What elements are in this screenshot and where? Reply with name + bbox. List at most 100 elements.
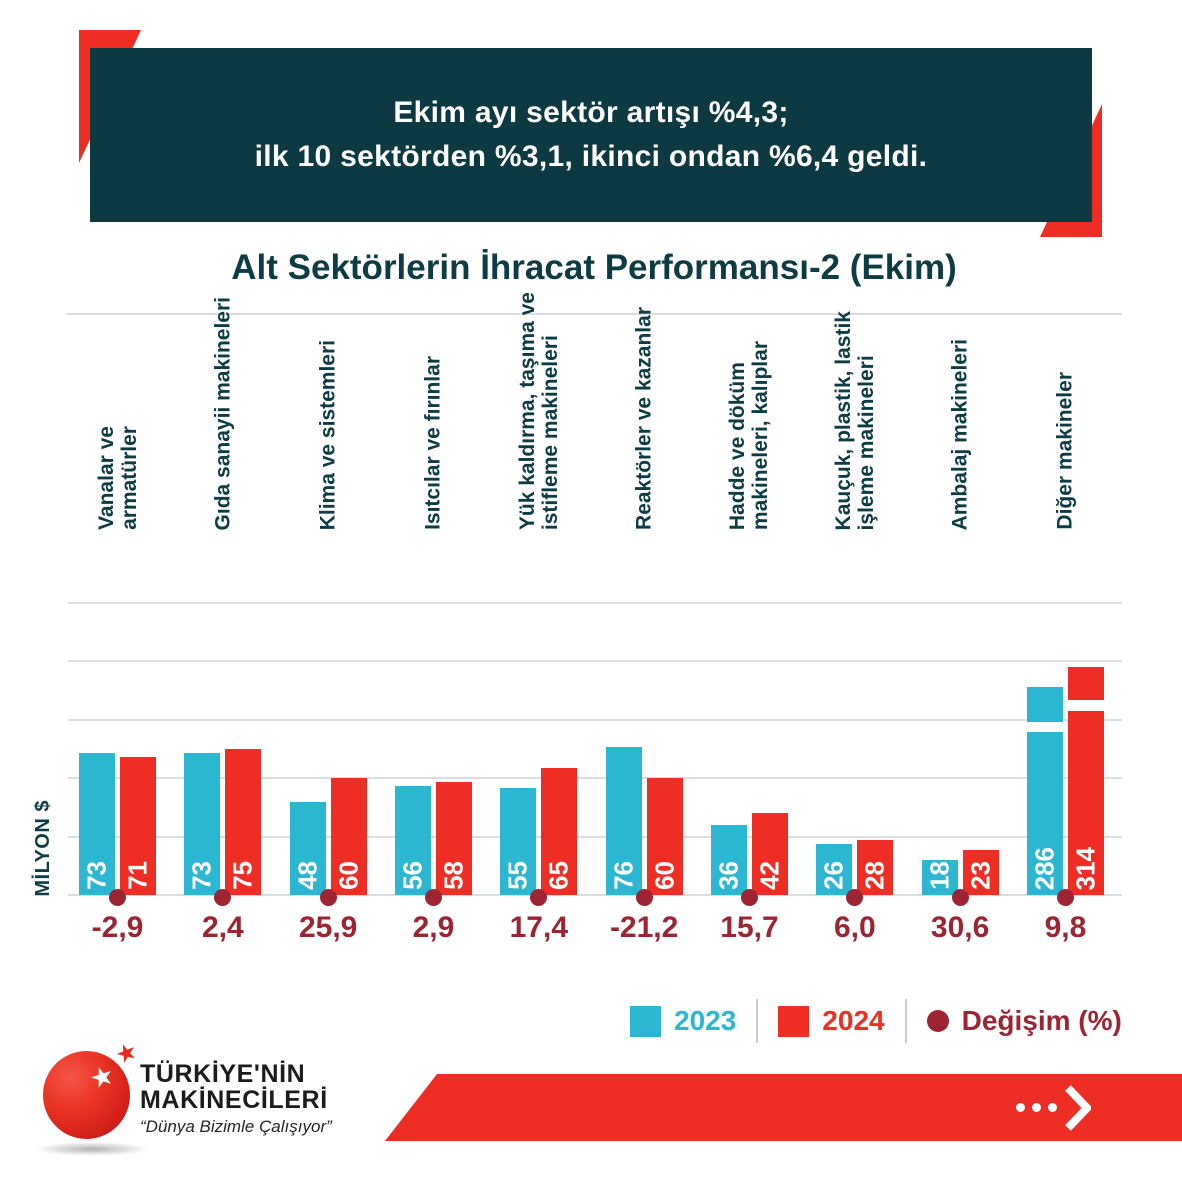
bar-2023: 73 (79, 753, 115, 895)
header-banner-line2: ilk 10 sektörden %3,1, ikinci ondan %6,4… (254, 140, 928, 173)
bar-2023: 18 (921, 860, 958, 895)
gridline (68, 660, 1122, 663)
axis-break-gap (1066, 700, 1105, 711)
category-label: Reaktörler ve kazanlar (632, 307, 656, 530)
bar-2024: 28 (857, 840, 894, 895)
gridline (68, 894, 1122, 896)
next-arrow-button[interactable] (385, 1074, 1182, 1141)
change-value: 30,6 (930, 911, 990, 944)
header-banner: Ekim ayı sektör artışı %4,3; ilk 10 sekt… (90, 48, 1092, 222)
legend-swatch-2023-icon (630, 1005, 661, 1037)
change-dot-icon (1056, 888, 1074, 906)
bar-value: 42 (754, 861, 785, 890)
change-dot-icon (319, 888, 337, 906)
bar-value: 36 (713, 861, 744, 890)
chart-title: Alt Sektörlerin İhracat Performansı-2 (E… (231, 248, 957, 287)
chart-legend: 2023 2024 Değişim (%) (630, 999, 1122, 1043)
bar-value: 55 (502, 861, 533, 890)
logo-sphere-icon (43, 1051, 130, 1139)
bar-value: 28 (859, 861, 890, 890)
change-value: 6,0 (833, 911, 876, 944)
bar-2024: 42 (751, 813, 788, 895)
bar-value: 60 (333, 861, 364, 890)
logo-text-block: TÜRKİYE'NİN MAKİNECİLERİ “Dünya Bizimle … (140, 1061, 332, 1137)
legend-divider (756, 999, 759, 1043)
bar-2024: 75 (225, 749, 262, 895)
bar-value: 60 (649, 861, 680, 890)
bar-2023: 73 (184, 753, 221, 895)
change-dot-icon (530, 888, 548, 906)
bar-2024: 71 (120, 757, 156, 895)
change-value: 17,4 (509, 911, 568, 944)
category-label: Hadde ve döküm makineleri, kalıplar (726, 340, 773, 530)
bar-2023: 286 (1025, 687, 1064, 895)
change-value: 2,4 (201, 911, 244, 944)
bar-value: 73 (81, 861, 112, 890)
logo-title-line1: TÜRKİYE'NİN (140, 1060, 306, 1088)
legend-dot-change-icon (926, 1010, 949, 1032)
logo-tagline: “Dünya Bizimle Çalışıyor” (140, 1117, 332, 1136)
change-dot-icon (424, 888, 442, 906)
bar-2024: 58 (435, 782, 472, 895)
logo-shadow (34, 1142, 150, 1156)
change-dot-icon (635, 888, 653, 906)
bar-2024: 23 (962, 850, 999, 895)
gridline (68, 777, 1122, 780)
gridline (68, 835, 1122, 838)
change-value: 15,7 (720, 911, 779, 944)
logo-title-line2: MAKİNECİLERİ (140, 1086, 328, 1114)
bar-2024: 60 (330, 778, 367, 895)
change-value: -2,9 (91, 911, 144, 944)
bar-value: 26 (818, 861, 849, 890)
bar-value: 314 (1070, 846, 1101, 890)
legend-label-2024: 2024 (822, 1005, 885, 1036)
change-dot-icon (846, 888, 864, 906)
change-dot-icon (951, 888, 969, 906)
bar-2024: 314 (1066, 667, 1105, 895)
bar-value: 73 (186, 861, 217, 890)
bar-2023: 56 (394, 786, 431, 895)
change-value: 9,8 (1044, 911, 1087, 944)
legend-item-change: Değişim (%) (926, 1005, 1122, 1037)
y-axis-label: MİLYON $ (32, 800, 54, 897)
category-label: Gıda sanayii makineleri (211, 296, 235, 530)
legend-label-change: Değişim (%) (961, 1005, 1122, 1036)
change-value: 25,9 (298, 911, 358, 944)
bar-value: 23 (965, 861, 996, 890)
category-label: Yük kaldırma, taşıma ve istifleme makine… (515, 291, 562, 530)
category-label: Kauçuk, plastik, lastik işleme makineler… (831, 310, 878, 530)
legend-divider (904, 999, 907, 1043)
change-dot-icon (109, 888, 126, 906)
bar-value: 76 (608, 861, 639, 890)
bar-value: 56 (397, 861, 428, 890)
chevron-right-icon (1065, 1084, 1091, 1131)
bar-value: 58 (438, 861, 469, 890)
bar-2023: 48 (289, 802, 326, 895)
legend-label-2023: 2023 (674, 1005, 737, 1036)
bar-2024: 65 (541, 768, 578, 895)
change-value: 2,9 (412, 911, 455, 944)
bar-2023: 55 (500, 788, 537, 895)
category-label: Vanalar ve armatürler (94, 426, 141, 530)
title-divider (66, 313, 1122, 315)
legend-item-2024: 2024 (778, 1005, 885, 1037)
gridline (68, 602, 1122, 604)
category-label: Diğer makineler (1053, 372, 1077, 530)
gridline (68, 718, 1122, 721)
bar-value: 75 (227, 861, 258, 890)
category-label: Ambalaj makineleri (948, 338, 972, 530)
change-value: -21,2 (609, 911, 679, 944)
category-label: Klima ve sistemleri (316, 339, 340, 530)
bar-value: 48 (292, 861, 323, 890)
axis-break-gap (1025, 722, 1064, 732)
category-label: Isıtcılar ve fırınlar (421, 356, 445, 530)
legend-swatch-2024-icon (778, 1005, 810, 1037)
bar-2023: 26 (816, 844, 853, 895)
bar-value: 18 (924, 861, 955, 890)
bar-value: 286 (1029, 846, 1060, 890)
bar-2023: 76 (605, 747, 642, 895)
bar-value: 71 (122, 861, 153, 890)
legend-item-2023: 2023 (630, 1005, 736, 1037)
bar-2023: 36 (710, 825, 747, 895)
